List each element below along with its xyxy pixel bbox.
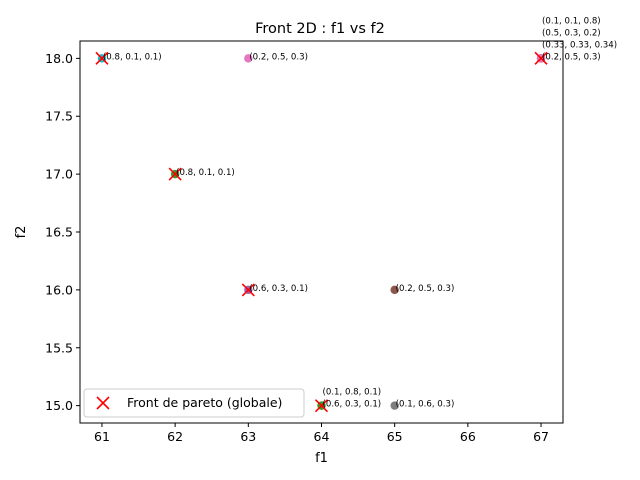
y-axis-label: f2 — [14, 226, 29, 239]
point-annotation: (0.2, 0.5, 0.3) — [396, 284, 455, 294]
x-tick-label: 64 — [314, 429, 330, 444]
y-tick-label: 15.0 — [45, 398, 73, 413]
legend-marker-x — [96, 396, 110, 410]
data-point — [244, 54, 253, 63]
point-annotation: (0.33, 0.33, 0.34) — [542, 40, 617, 50]
x-tick-label: 62 — [167, 429, 183, 444]
data-point — [390, 285, 399, 295]
x-axis: 61 62 63 64 65 66 67 — [94, 423, 549, 444]
y-tick-label: 17.5 — [45, 109, 73, 124]
chart-title: Front 2D : f1 vs f2 — [255, 21, 385, 37]
y-tick-label: 18.0 — [45, 51, 73, 66]
y-tick-label: 15.5 — [45, 340, 73, 355]
pareto-marker — [168, 167, 182, 181]
legend-x-icon — [96, 396, 110, 410]
pareto-marker — [314, 399, 329, 413]
x-tick-label: 61 — [94, 429, 110, 444]
y-tick-label: 16.5 — [45, 225, 73, 240]
y-tick-label: 17.0 — [45, 167, 73, 182]
pareto-marker — [534, 51, 548, 65]
legend-entry-pareto: Front de pareto (globale) — [127, 395, 282, 410]
legend: Front de pareto (globale) — [83, 388, 305, 418]
y-tick-label: 16.0 — [45, 282, 73, 297]
pareto-marker — [95, 51, 109, 65]
plot-area: (0.8, 0.1, 0.1) (0.2, 0.5, 0.3) (0.8, 0.1,… — [95, 16, 617, 413]
data-point — [390, 401, 399, 410]
x-tick-label: 65 — [387, 429, 403, 444]
point-annotation: (0.6, 0.3, 0.1) — [249, 284, 308, 294]
point-annotation: (0.1, 0.1, 0.8) — [542, 16, 601, 26]
x-tick-label: 66 — [460, 429, 476, 444]
legend-box — [83, 388, 305, 418]
point-annotation: (0.1, 0.8, 0.1) — [323, 388, 382, 398]
point-annotation: (0.1, 0.6, 0.3) — [396, 400, 455, 410]
pareto-marker — [241, 283, 255, 297]
y-axis: 15.0 15.5 16.0 16.5 17.0 17.5 18.0 — [45, 51, 80, 413]
point-annotation: (0.8, 0.1, 0.1) — [103, 52, 162, 62]
point-annotation: (0.6, 0.3, 0.1) — [323, 400, 382, 410]
x-tick-label: 67 — [533, 429, 549, 444]
point-annotation: (0.2, 0.5, 0.3) — [542, 52, 601, 62]
point-annotation: (0.8, 0.1, 0.1) — [176, 168, 235, 178]
x-tick-label: 63 — [240, 429, 256, 444]
point-annotation: (0.2, 0.5, 0.3) — [249, 52, 308, 62]
x-axis-label: f1 — [315, 451, 328, 466]
point-annotation: (0.5, 0.3, 0.2) — [542, 28, 601, 38]
